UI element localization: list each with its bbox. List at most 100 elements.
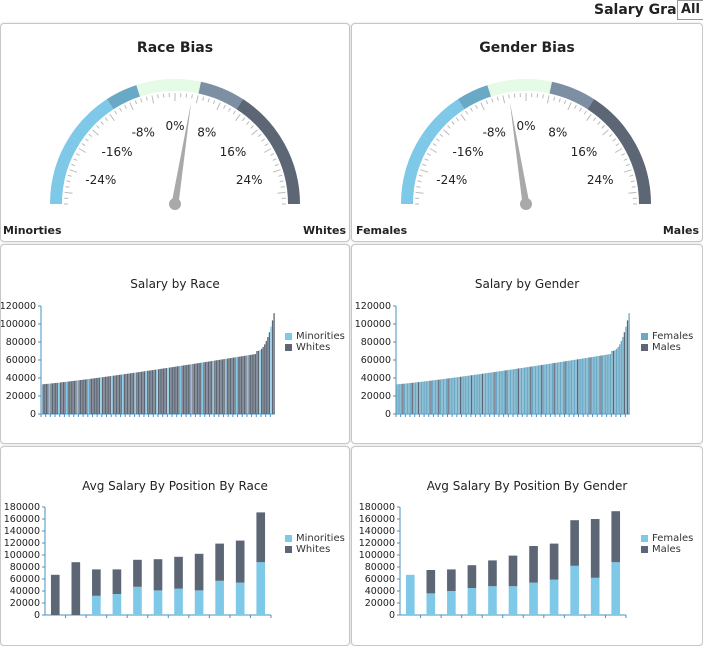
salary-bar xyxy=(627,320,628,414)
salary-bar xyxy=(482,374,483,414)
gauge-tick xyxy=(554,97,555,101)
salary-bar xyxy=(479,374,480,414)
gauge-tick xyxy=(229,108,231,111)
salary-bar xyxy=(563,362,564,414)
salary-bar xyxy=(178,366,179,414)
salary-bar xyxy=(102,377,103,414)
gauge-tick xyxy=(125,105,127,109)
legend-label: Males xyxy=(652,544,681,555)
salary-bar xyxy=(53,383,54,414)
gauge-tick-label: 8% xyxy=(197,126,216,140)
legend-swatch xyxy=(641,333,648,340)
salary-bar xyxy=(533,366,534,414)
salary-bar xyxy=(438,380,439,414)
salary-bar xyxy=(518,368,519,414)
gauge-tick xyxy=(631,181,635,182)
salary-bar xyxy=(488,373,489,414)
salary-bar xyxy=(119,375,120,414)
gauge-tick xyxy=(69,170,77,172)
salary-grade-select[interactable]: All S xyxy=(677,0,703,20)
chart-title: Avg Salary By Position By Race xyxy=(1,479,349,493)
gauge-tick xyxy=(628,192,636,193)
salary-bar xyxy=(263,347,264,414)
salary-bar xyxy=(624,332,625,414)
position-bar-lower xyxy=(215,581,224,615)
salary-bar xyxy=(183,365,184,414)
gender-bias-panel: -24%-16%-8%0%8%16%24% Gender Bias Female… xyxy=(351,23,703,242)
salary-bar xyxy=(614,350,615,414)
salary-bar xyxy=(472,375,473,414)
gauge-tick xyxy=(192,94,193,98)
salary-bar xyxy=(150,370,151,414)
salary-bar xyxy=(197,363,198,414)
gauge-tick xyxy=(273,159,277,161)
position-bar-upper xyxy=(113,569,122,594)
salary-bar xyxy=(175,367,176,414)
y-tick-label: 80000 xyxy=(10,562,40,573)
salary-bar xyxy=(440,379,441,414)
legend-swatch xyxy=(641,546,648,553)
salary-bar xyxy=(530,367,531,414)
gauge-tick xyxy=(275,164,279,165)
y-tick-label: 100000 xyxy=(1,319,36,330)
salary-bar xyxy=(107,377,108,414)
salary-bar xyxy=(586,358,587,414)
salary-bar xyxy=(447,378,448,414)
y-tick-label: 40000 xyxy=(10,586,40,597)
salary-bar xyxy=(181,366,182,414)
salary-bar xyxy=(166,368,167,414)
salary-bar xyxy=(68,382,69,414)
salary-bar xyxy=(172,367,173,414)
salary-bar xyxy=(449,378,450,414)
y-tick-label: 100000 xyxy=(359,550,395,561)
gauge-tick-label: 24% xyxy=(236,173,263,187)
salary-bar xyxy=(507,370,508,414)
salary-bar xyxy=(153,370,154,414)
gauge-tick xyxy=(66,181,70,182)
position-bar-lower xyxy=(133,587,142,615)
salary-bar xyxy=(558,362,559,414)
gauge-tick xyxy=(456,118,459,121)
salary-bar xyxy=(241,356,242,414)
salary-bar xyxy=(608,354,609,414)
salary-bar xyxy=(231,358,232,414)
gauge-tick xyxy=(543,94,544,98)
salary-bar xyxy=(270,327,271,414)
salary-bar xyxy=(407,383,408,414)
position-bar-upper xyxy=(236,541,245,583)
salary-bar xyxy=(222,359,223,414)
gauge-tick xyxy=(79,149,86,153)
gauge-tick xyxy=(236,114,241,120)
salary-bar xyxy=(188,365,189,414)
gauge-tick xyxy=(247,122,250,125)
gauge-left-label: Minorties xyxy=(3,224,62,237)
salary-bar xyxy=(398,384,399,414)
salary-bar xyxy=(43,384,44,414)
salary-bar xyxy=(160,369,161,414)
gauge-tick xyxy=(624,170,632,172)
gauge-tick-label: 16% xyxy=(220,145,247,159)
salary-bar xyxy=(469,375,470,414)
gauge-tick-label: -24% xyxy=(85,173,116,187)
gauge-tick xyxy=(264,149,271,153)
salary-bar xyxy=(217,360,218,414)
salary-bar xyxy=(155,370,156,414)
y-tick-label: 20000 xyxy=(6,391,36,402)
salary-bar xyxy=(78,380,79,414)
y-tick-label: 160000 xyxy=(4,514,40,525)
salary-bar xyxy=(117,375,118,414)
salary-bar xyxy=(433,380,434,414)
y-tick-label: 80000 xyxy=(365,562,395,573)
salary-bar xyxy=(619,344,620,414)
gauge-band xyxy=(110,91,138,104)
salary-bar xyxy=(110,376,111,414)
gauge-tick-label: -8% xyxy=(132,126,155,140)
salary-bar xyxy=(52,383,53,414)
gauge-band xyxy=(200,88,240,105)
salary-bar xyxy=(532,366,533,414)
salary-bar xyxy=(561,362,562,414)
salary-bar xyxy=(405,383,406,414)
gauge-tick xyxy=(277,192,285,193)
legend-label: Whites xyxy=(296,544,330,555)
